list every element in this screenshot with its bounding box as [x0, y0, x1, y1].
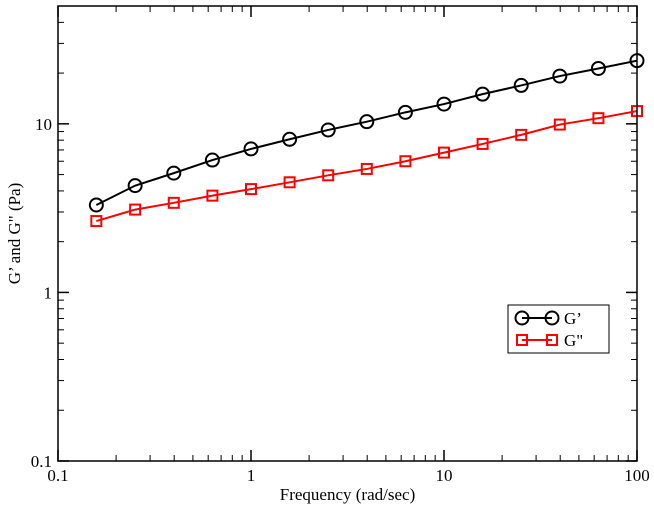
data-point — [399, 155, 412, 168]
data-point — [475, 86, 491, 102]
data-point — [206, 189, 219, 202]
data-point — [90, 215, 103, 228]
data-point — [553, 118, 566, 131]
data-point — [129, 203, 142, 216]
series-layer — [88, 53, 645, 228]
series-line — [96, 110, 638, 223]
legend-label: G" — [564, 331, 583, 350]
y-tick-label: 0.1 — [31, 452, 52, 471]
data-point — [476, 137, 489, 150]
x-tick-label: 100 — [624, 466, 650, 485]
major-ticks — [57, 6, 638, 462]
data-point — [88, 197, 104, 213]
legend-marker — [544, 310, 560, 326]
data-point — [127, 178, 143, 194]
tick-labels: 0.1 1 10 100 0.1 1 10 — [31, 115, 650, 485]
series-2 — [90, 105, 643, 228]
plot-frame — [57, 5, 638, 462]
legend-marker — [514, 310, 530, 326]
data-point — [283, 176, 296, 189]
legend-item: G" — [516, 331, 583, 350]
data-point — [320, 122, 336, 138]
data-point — [243, 141, 259, 157]
data-point — [436, 96, 452, 112]
data-point — [438, 146, 450, 159]
legend-marker — [546, 334, 558, 346]
data-point — [590, 60, 606, 76]
y-tick-label: 1 — [44, 283, 53, 302]
data-point — [515, 128, 528, 141]
legend-label: G’ — [564, 309, 582, 328]
data-point — [282, 131, 298, 147]
legend: G’ G" — [507, 304, 610, 354]
data-point — [245, 183, 257, 196]
minor-ticks — [58, 6, 637, 461]
data-point — [592, 112, 605, 125]
legend-marker — [516, 334, 528, 346]
data-point — [167, 196, 180, 209]
data-point — [204, 152, 220, 168]
x-tick-label: 10 — [436, 466, 453, 485]
y-tick-label: 10 — [35, 115, 52, 134]
series-line — [95, 59, 638, 206]
legend-item: G’ — [514, 309, 582, 328]
x-axis-title: Frequency (rad/sec) — [280, 485, 415, 504]
y-axis-title: G’ and G" (Pa) — [5, 183, 24, 285]
x-tick-label: 0.1 — [47, 466, 68, 485]
data-point — [552, 68, 568, 84]
data-point — [359, 114, 375, 130]
data-point — [513, 77, 529, 93]
x-tick-label: 1 — [247, 466, 256, 485]
data-point — [322, 169, 335, 182]
data-point — [360, 162, 373, 175]
series-1 — [88, 53, 645, 213]
data-point — [397, 104, 413, 120]
data-point — [166, 165, 182, 181]
